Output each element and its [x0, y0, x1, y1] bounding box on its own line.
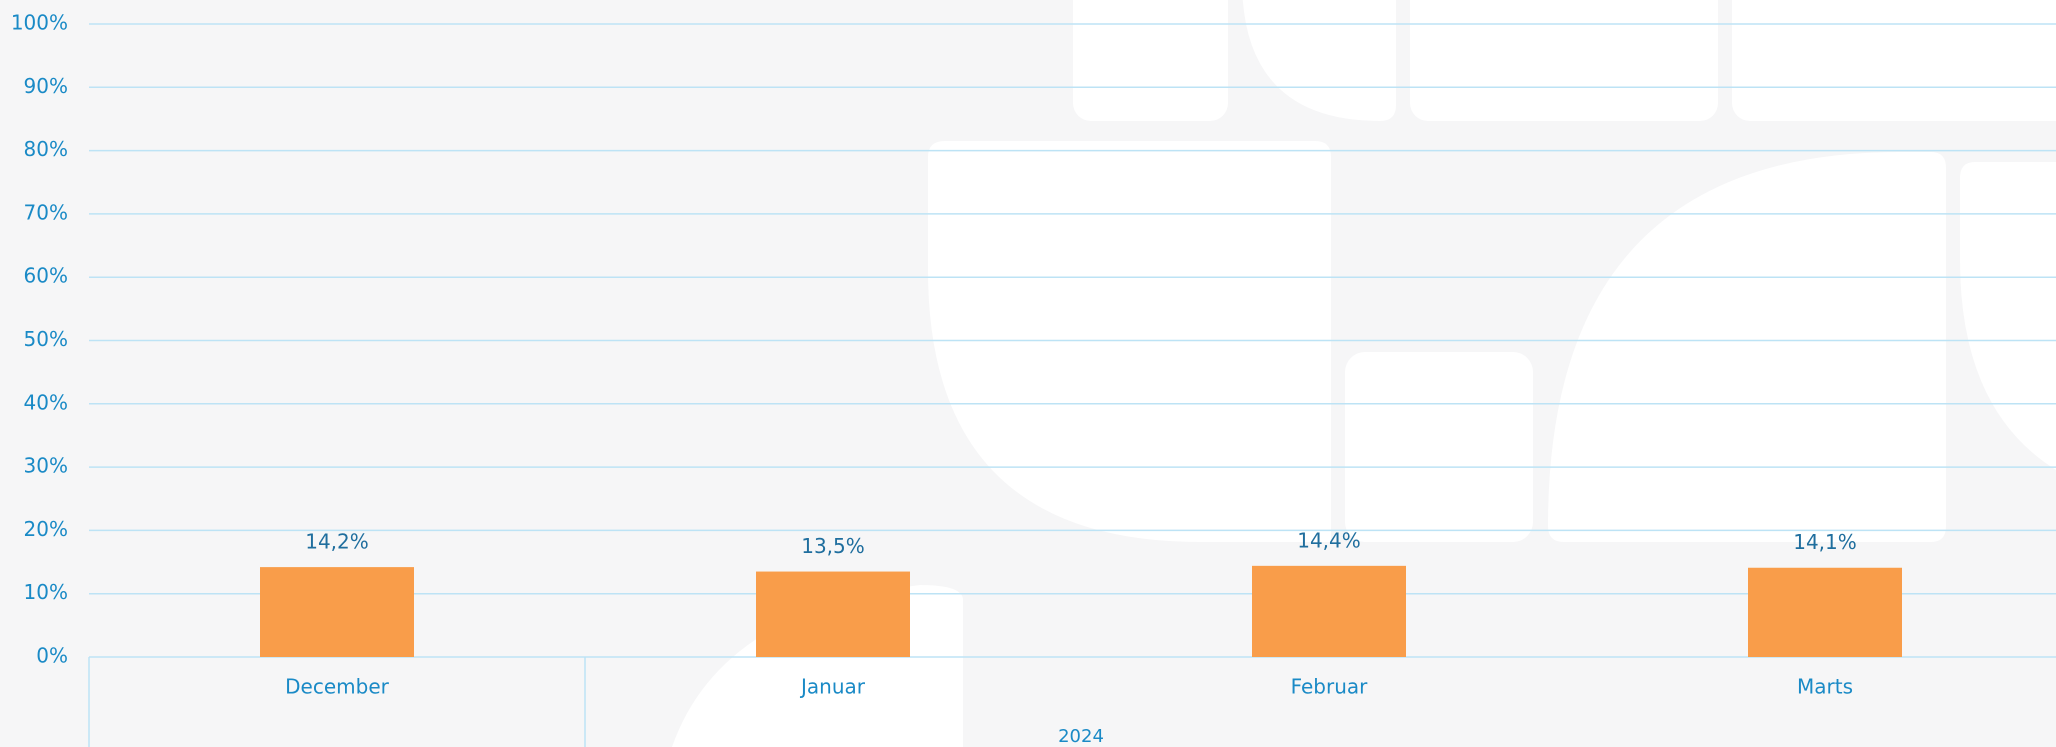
background-decoration [672, 0, 2056, 747]
x-tick-label: Februar [1291, 675, 1369, 699]
x-group-label: 2024 [1058, 726, 1104, 747]
x-tick-label: Marts [1797, 675, 1853, 699]
y-tick-label: 0% [36, 644, 68, 668]
bar [1748, 567, 1902, 657]
bar [756, 571, 910, 657]
y-tick-label: 50% [24, 327, 68, 351]
y-tick-label: 90% [24, 74, 68, 98]
y-tick-label: 80% [24, 137, 68, 161]
y-tick-label: 30% [24, 454, 68, 478]
data-label: 14,2% [305, 530, 369, 554]
y-tick-label: 60% [24, 264, 68, 288]
data-label: 14,1% [1793, 530, 1857, 554]
y-tick-label: 10% [24, 580, 68, 604]
bar [260, 567, 414, 657]
data-label: 13,5% [801, 534, 865, 558]
x-tick-label: Januar [799, 675, 866, 699]
y-tick-label: 100% [11, 11, 68, 35]
x-tick-label: December [285, 675, 389, 699]
y-tick-label: 40% [24, 390, 68, 414]
bar [1252, 565, 1406, 657]
y-tick-label: 20% [24, 517, 68, 541]
data-label: 14,4% [1297, 528, 1361, 552]
y-tick-label: 70% [24, 200, 68, 224]
